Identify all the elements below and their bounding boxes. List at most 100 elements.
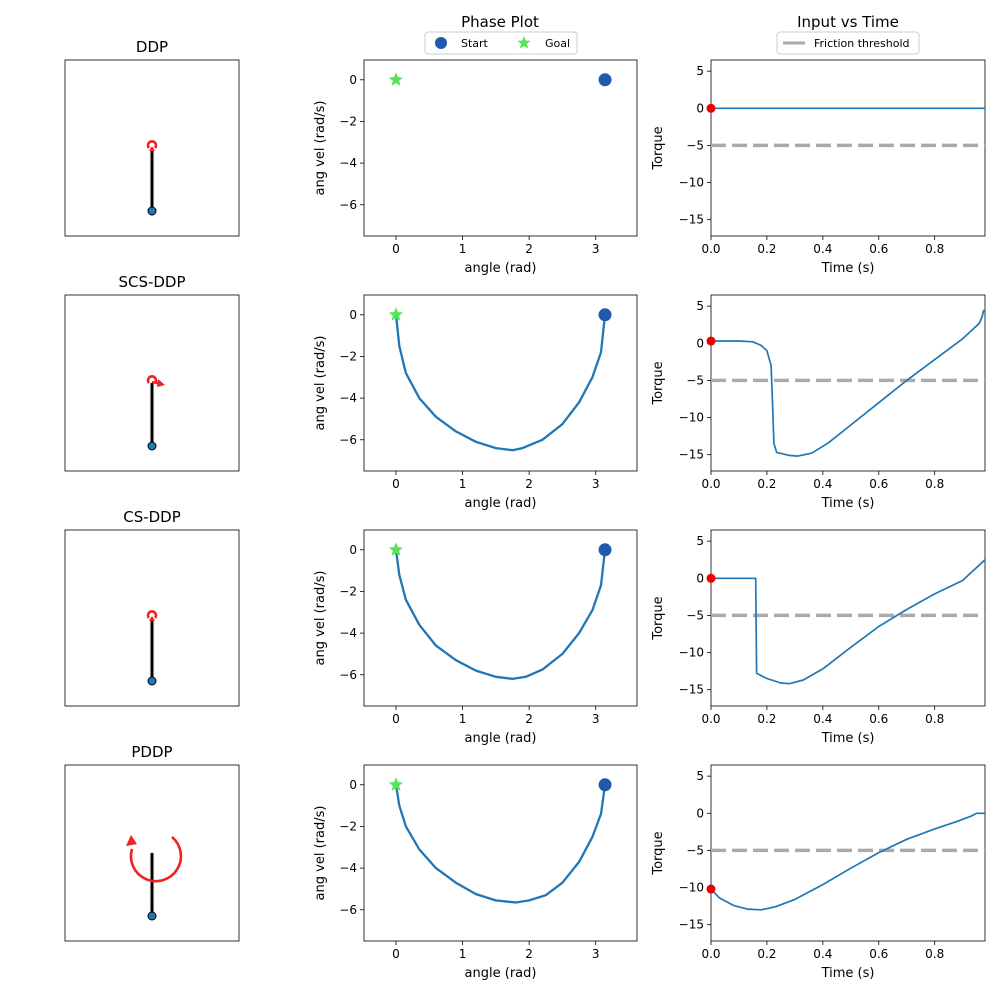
y-tick-label: −4 (339, 156, 357, 170)
y-tick-label: 5 (696, 64, 704, 78)
phase-axes-frame (363, 59, 638, 237)
start-point (598, 308, 612, 322)
goal-point (388, 72, 404, 86)
phase-panel: 0 1 2 3 0 −2 −4 −6 angle (rad) ang vel (rad/s) (313, 59, 638, 276)
start-point (598, 778, 612, 792)
x-axis-label: Time (s) (821, 731, 875, 746)
input-panel: 0.0 0.2 0.4 0.6 0.8 5 0 −5 −10 −15 Time (s) Torque (651, 529, 986, 746)
torque-line (711, 309, 986, 457)
x-tick-label: 0 (392, 947, 400, 961)
goal-point (388, 307, 404, 321)
goal-point (388, 777, 404, 791)
x-axis-label: angle (rad) (465, 261, 537, 276)
phase-trajectory-line (394, 549, 607, 681)
row-scs-ddp: SCS-DDP 0 1 2 3 0 −2 −4 −6 angle (rad) ang vel (ra… (64, 273, 986, 511)
legend-threshold-label: Friction threshold (814, 37, 910, 50)
y-axis-label: Torque (651, 361, 666, 405)
phase-axes-frame (363, 764, 638, 942)
phase-trajectory-line (394, 314, 607, 452)
y-tick-label: −4 (339, 391, 357, 405)
x-tick-label: 1 (459, 712, 467, 726)
x-tick-label: 0.6 (869, 712, 888, 726)
x-tick-label: 1 (459, 242, 467, 256)
y-axis-label: ang vel (rad/s) (313, 571, 328, 666)
x-tick-label: 0.0 (701, 242, 720, 256)
y-tick-label: 0 (696, 336, 704, 350)
x-tick-label: 0.0 (701, 477, 720, 491)
x-tick-label: 0.6 (869, 242, 888, 256)
y-tick-label: −5 (686, 608, 704, 622)
y-tick-label: 5 (696, 534, 704, 548)
x-axis-label: Time (s) (821, 496, 875, 511)
legend-goal-label: Goal (545, 37, 570, 50)
y-tick-label: 0 (696, 571, 704, 585)
x-tick-label: 0 (392, 712, 400, 726)
pendulum-panel: DDP (64, 38, 240, 237)
x-axis-label: angle (rad) (465, 966, 537, 981)
torque-line (711, 559, 986, 685)
y-tick-label: 0 (696, 101, 704, 115)
y-axis-label: ang vel (rad/s) (313, 806, 328, 901)
initial-torque-dot (706, 573, 716, 583)
row-cs-ddp: CS-DDP 0 1 2 3 0 −2 −4 −6 angle (rad) ang vel (rad… (64, 508, 986, 746)
y-tick-label: −6 (339, 903, 357, 917)
y-tick-label: 5 (696, 769, 704, 783)
phase-axes-frame (363, 529, 638, 707)
x-tick-label: 2 (525, 712, 533, 726)
x-tick-label: 1 (459, 477, 467, 491)
input-panel: 0.0 0.2 0.4 0.6 0.8 5 0 −5 −10 −15 Time (s) Torque (651, 294, 986, 511)
phase-trajectory-line (394, 784, 607, 904)
initial-torque-dot (706, 336, 716, 346)
x-tick-label: 3 (592, 477, 600, 491)
x-tick-label: 0.4 (813, 242, 832, 256)
y-tick-label: 0 (349, 778, 357, 792)
y-tick-label: −10 (679, 646, 704, 660)
x-tick-label: 3 (592, 242, 600, 256)
x-tick-label: 0 (392, 477, 400, 491)
start-point (598, 73, 612, 87)
x-tick-label: 0.8 (925, 242, 944, 256)
x-tick-label: 2 (525, 242, 533, 256)
initial-torque-dot (706, 884, 716, 894)
y-tick-label: 0 (696, 806, 704, 820)
x-tick-label: 0.2 (757, 477, 776, 491)
x-axis-label: angle (rad) (465, 496, 537, 511)
phase-panel: 0 1 2 3 0 −2 −4 −6 angle (rad) ang vel (rad/s) (313, 764, 638, 981)
x-axis-label: Time (s) (821, 261, 875, 276)
y-tick-label: −5 (686, 843, 704, 857)
x-tick-label: 0.0 (701, 712, 720, 726)
pendulum-title: CS-DDP (123, 508, 181, 526)
input-plot-header: Input vs Time (797, 13, 899, 31)
y-tick-label: −5 (686, 138, 704, 152)
x-tick-label: 0.0 (701, 947, 720, 961)
pendulum-panel: CS-DDP (64, 508, 240, 707)
row-pddp: PDDP 0 1 2 3 0 −2 −4 −6 angle (rad) ang vel (rad/s… (64, 743, 986, 981)
y-tick-label: −10 (679, 881, 704, 895)
pendulum-panel: SCS-DDP (64, 273, 240, 472)
phase-panel: 0 1 2 3 0 −2 −4 −6 angle (rad) ang vel (rad/s) (313, 294, 638, 511)
pendulum-pivot (147, 441, 157, 451)
input-axes-frame (710, 59, 986, 237)
legend-start-label: Start (461, 37, 489, 50)
y-tick-label: −15 (679, 683, 704, 697)
y-axis-label: ang vel (rad/s) (313, 101, 328, 196)
y-tick-label: −15 (679, 213, 704, 227)
pendulum-pivot (147, 911, 157, 921)
y-tick-label: −2 (339, 819, 357, 833)
input-legend: Friction threshold (776, 31, 920, 55)
phase-panel: 0 1 2 3 0 −2 −4 −6 angle (rad) ang vel (rad/s) (313, 529, 638, 746)
y-tick-label: −15 (679, 918, 704, 932)
x-tick-label: 0.8 (925, 947, 944, 961)
input-axes-frame (710, 764, 986, 942)
input-panel: 0.0 0.2 0.4 0.6 0.8 5 0 −5 −10 −15 Time (s) Torque (651, 764, 986, 981)
x-tick-label: 0.8 (925, 712, 944, 726)
phase-legend: Start Goal (424, 31, 578, 55)
x-tick-label: 2 (525, 947, 533, 961)
y-tick-label: −10 (679, 411, 704, 425)
y-tick-label: −2 (339, 584, 357, 598)
x-tick-label: 0.4 (813, 477, 832, 491)
x-tick-label: 0.8 (925, 477, 944, 491)
x-tick-label: 3 (592, 947, 600, 961)
x-tick-label: 3 (592, 712, 600, 726)
